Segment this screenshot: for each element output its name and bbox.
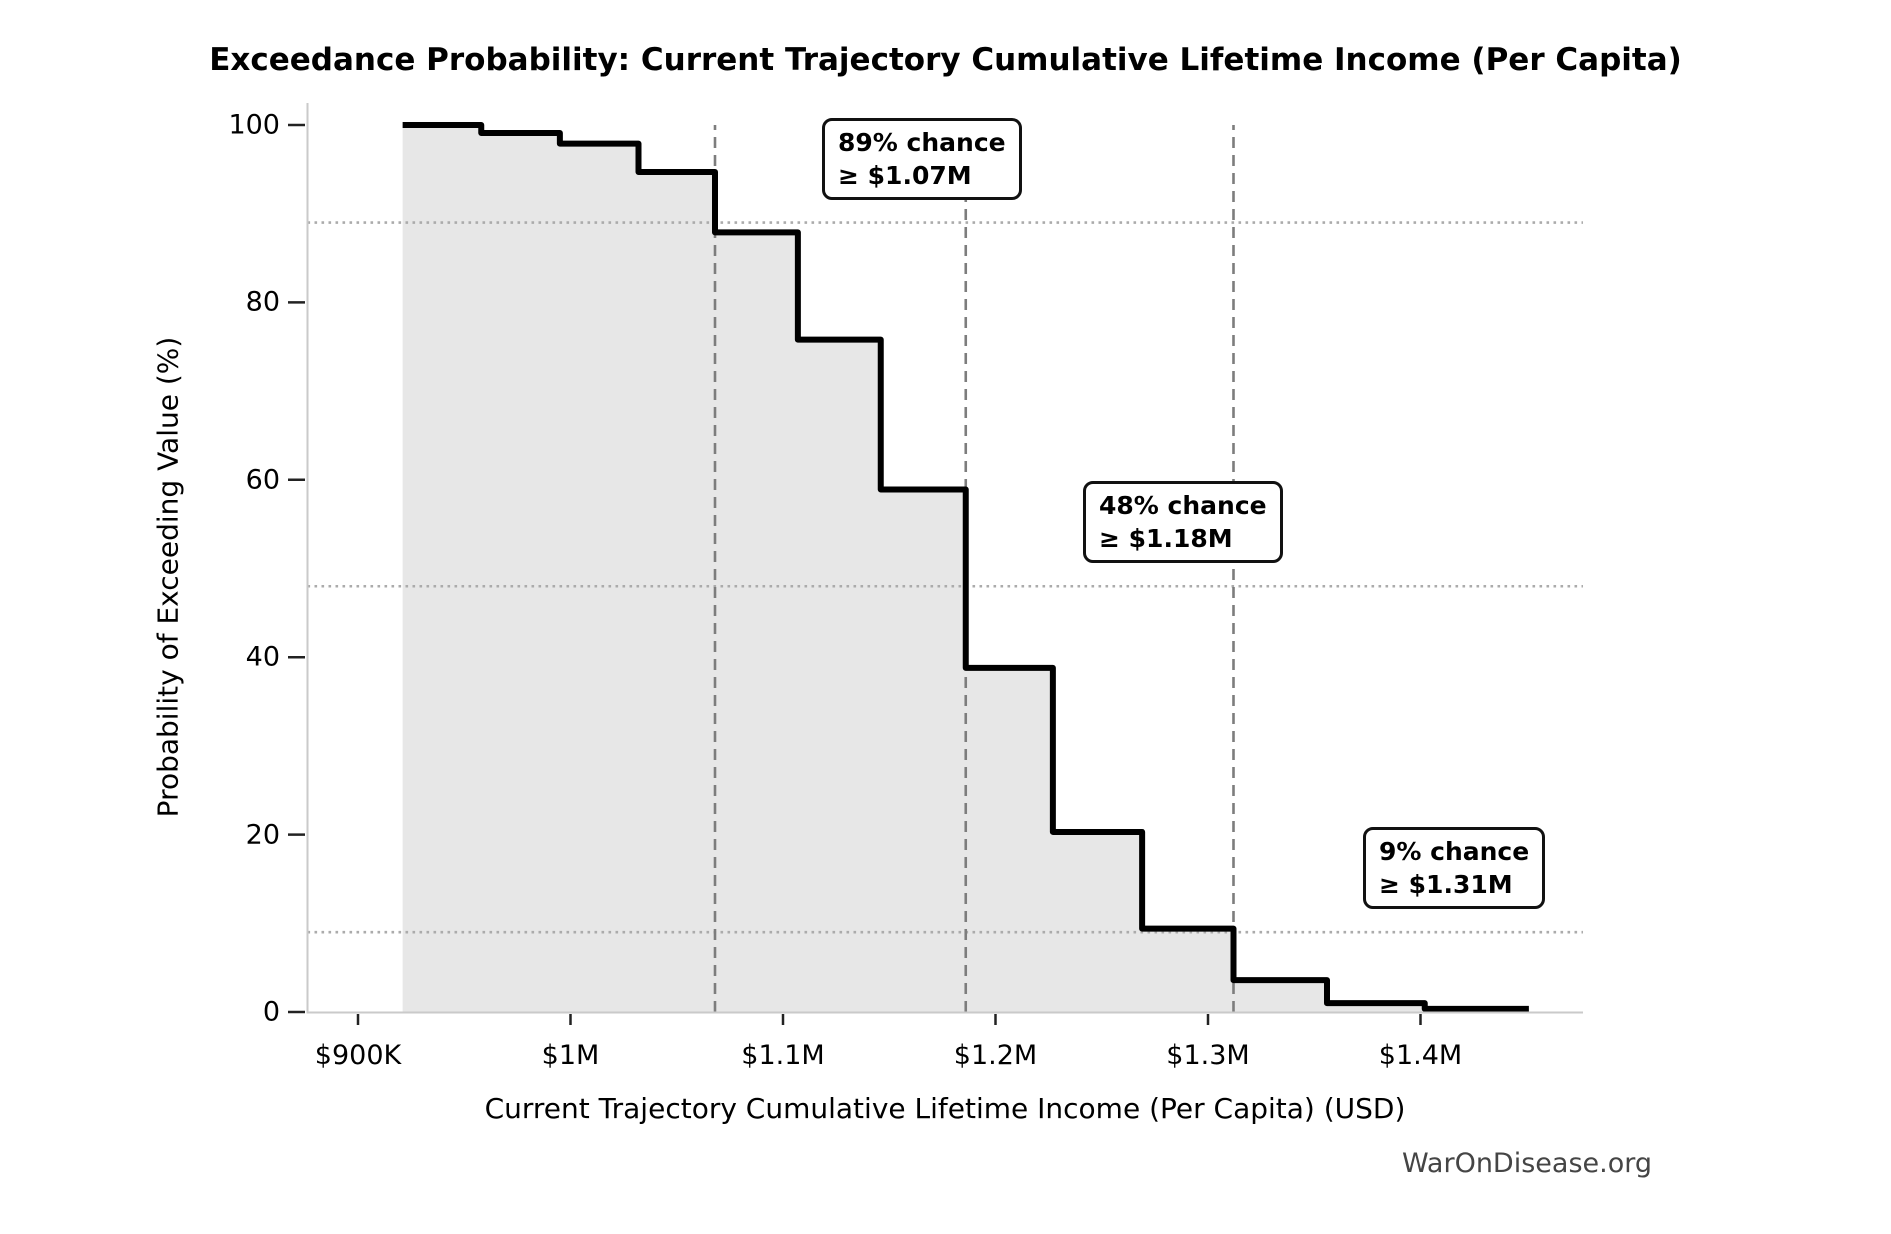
y-tick-label: 80 [245,286,280,318]
annotation-9-percent: 9% chance ≥ $1.31M [1363,827,1546,909]
annotation-48-percent: 48% chance ≥ $1.18M [1083,481,1283,563]
x-tick-label: $1.2M [953,1040,1038,1071]
watermark-text: WarOnDisease.org [1401,1148,1652,1179]
y-tick-label: 20 [245,819,280,851]
annotation-line1: 48% chance [1099,491,1267,520]
annotation-line1: 89% chance [838,128,1006,157]
y-tick-label: 40 [245,641,280,673]
x-tick-label: $1.4M [1378,1040,1463,1071]
x-tick-label: $1M [541,1040,600,1071]
x-tick-label: $1.3M [1166,1040,1250,1071]
y-axis-label: Probability of Exceeding Value (%) [151,336,185,818]
y-tick-label: 100 [228,109,280,141]
x-axis-label: Current Trajectory Cumulative Lifetime I… [484,1092,1406,1125]
x-tick-label: $1.1M [741,1040,825,1071]
y-tick-label: 60 [245,464,280,496]
y-tick-label: 0 [262,996,280,1028]
step-curve [402,122,1529,1012]
annotation-line1: 9% chance [1379,837,1530,866]
annotation-89-percent: 89% chance ≥ $1.07M [822,118,1022,200]
chart-title: Exceedance Probability: Current Trajecto… [209,42,1682,78]
annotation-line2: ≥ $1.18M [1099,524,1233,553]
annotation-line2: ≥ $1.07M [838,161,972,190]
annotation-line2: ≥ $1.31M [1379,870,1513,899]
x-tick-label: $900K [314,1040,402,1071]
